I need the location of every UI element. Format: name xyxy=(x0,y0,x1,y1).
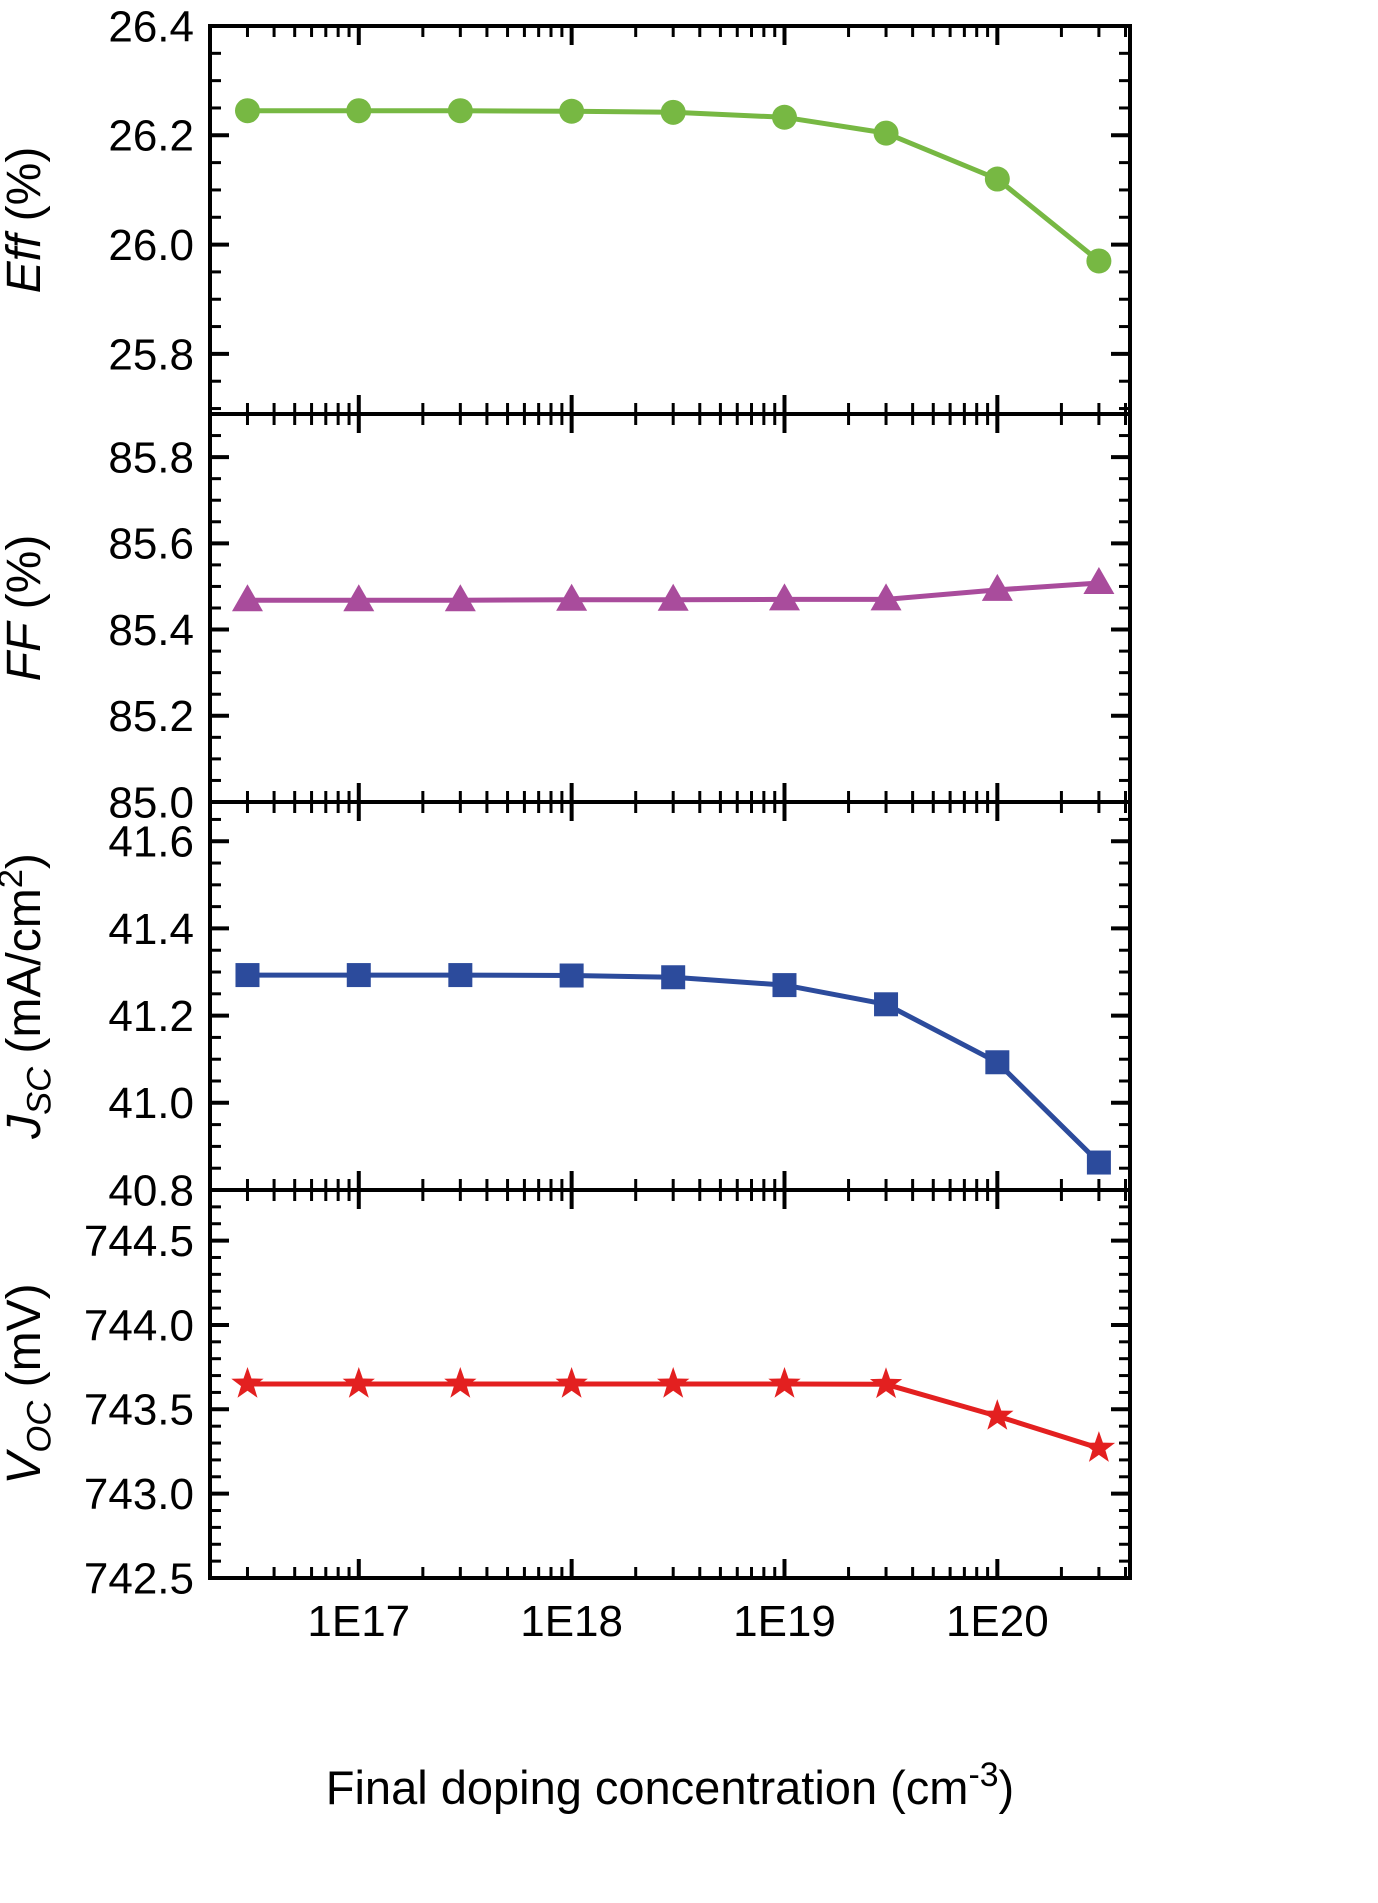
open-circuit-voltage-ytick-label: 742.5 xyxy=(84,1554,194,1603)
fill-factor-ytick-label: 85.6 xyxy=(108,520,194,569)
open-circuit-voltage-marker xyxy=(444,1367,477,1398)
short-circuit-current-marker xyxy=(1086,1150,1111,1175)
fill-factor-y-major-ticks xyxy=(210,455,1130,804)
short-circuit-current-frame xyxy=(208,800,1132,1192)
fill-factor-marker xyxy=(1083,566,1115,594)
open-circuit-voltage-y-minor-ticks xyxy=(210,1205,1130,1563)
efficiency-marker xyxy=(346,98,372,124)
short-circuit-current-ytick-label: 41.6 xyxy=(108,818,194,867)
fill-factor-marker xyxy=(556,583,588,611)
short-circuit-current-y-axis-title: JSC (mA/cm2) xyxy=(0,853,59,1140)
open-circuit-voltage-y-major-ticks xyxy=(210,1238,1130,1580)
efficiency-marker xyxy=(234,98,260,124)
fill-factor-marker xyxy=(343,584,375,612)
open-circuit-voltage-ytick-label: 744.0 xyxy=(84,1301,194,1350)
short-circuit-current-marker xyxy=(235,963,260,988)
efficiency-frame xyxy=(208,24,1132,416)
short-circuit-current-marker xyxy=(559,963,584,988)
open-circuit-voltage-x-minor-ticks xyxy=(245,1190,1127,1578)
efficiency-y-axis-title: Eff (%) xyxy=(0,147,51,294)
fill-factor-marker xyxy=(231,584,263,612)
fill-factor-ytick-label: 85.0 xyxy=(108,778,194,827)
open-circuit-voltage-series-line xyxy=(245,1381,1102,1451)
fill-factor-ytick-label: 85.4 xyxy=(108,606,194,655)
short-circuit-current-marker xyxy=(346,963,371,988)
efficiency-x-major-ticks xyxy=(356,26,1000,414)
fill-factor-panel: 85.0 85.2 85.4 85.6 85.8 FF (%) xyxy=(0,412,1132,827)
open-circuit-voltage-marker xyxy=(869,1367,903,1399)
open-circuit-voltage-ytick-label: 743.5 xyxy=(84,1386,194,1435)
short-circuit-current-marker xyxy=(874,992,899,1017)
efficiency-y-major-ticks xyxy=(210,24,1130,356)
open-circuit-voltage-markers xyxy=(231,1367,1116,1462)
efficiency-panel: 25.8 26.0 26.2 26.4 Eff (%) xyxy=(0,2,1132,416)
open-circuit-voltage-marker xyxy=(981,1399,1014,1430)
efficiency-marker xyxy=(559,98,585,124)
open-circuit-voltage-marker xyxy=(657,1367,690,1398)
open-circuit-voltage-marker xyxy=(555,1367,588,1398)
fill-factor-ytick-label: 85.2 xyxy=(108,692,194,741)
efficiency-marker xyxy=(873,120,899,146)
efficiency-ytick-label: 25.8 xyxy=(108,330,194,379)
open-circuit-voltage-panel: 742.5 743.0 743.5 744.0 744.5 VOC (mV) xyxy=(0,1188,1132,1603)
short-circuit-current-x-major-ticks xyxy=(356,802,1000,1190)
open-circuit-voltage-marker xyxy=(342,1367,375,1398)
fill-factor-marker xyxy=(444,584,476,612)
open-circuit-voltage-marker xyxy=(768,1367,801,1398)
short-circuit-current-x-minor-ticks xyxy=(245,802,1127,1190)
open-circuit-voltage-x-major-ticks xyxy=(356,1190,1000,1578)
fill-factor-x-major-ticks xyxy=(356,414,1000,802)
fill-factor-marker xyxy=(657,583,689,611)
open-circuit-voltage-ytick-label: 743.0 xyxy=(84,1470,194,1519)
short-circuit-current-marker xyxy=(661,965,686,990)
efficiency-series-line xyxy=(245,108,1102,264)
fill-factor-marker xyxy=(768,583,800,611)
short-circuit-current-y-major-ticks xyxy=(210,839,1130,1192)
short-circuit-current-marker xyxy=(448,963,473,988)
open-circuit-voltage-ytick-label: 744.5 xyxy=(84,1217,194,1266)
fill-factor-y-axis-title: FF (%) xyxy=(0,535,51,682)
open-circuit-voltage-marker xyxy=(231,1367,264,1398)
short-circuit-current-marker xyxy=(985,1050,1010,1075)
short-circuit-current-marker xyxy=(772,973,797,998)
efficiency-ytick-label: 26.0 xyxy=(108,221,194,270)
efficiency-ytick-label: 26.2 xyxy=(108,112,194,161)
short-circuit-current-ytick-label: 40.8 xyxy=(108,1166,194,1215)
open-circuit-voltage-y-axis-title: VOC (mV) xyxy=(0,1283,59,1484)
efficiency-marker xyxy=(447,98,473,124)
efficiency-markers xyxy=(234,98,1112,274)
fill-factor-marker xyxy=(870,583,902,611)
xtick-label: 1E20 xyxy=(946,1597,1049,1646)
efficiency-marker xyxy=(1086,248,1112,274)
efficiency-marker xyxy=(771,104,797,130)
xtick-label: 1E19 xyxy=(733,1597,836,1646)
efficiency-ytick-label: 26.4 xyxy=(108,2,194,51)
fill-factor-y-minor-ticks xyxy=(210,434,1130,782)
fill-factor-marker xyxy=(981,573,1013,601)
fill-factor-ytick-label: 85.8 xyxy=(108,434,194,483)
xtick-label: 1E18 xyxy=(520,1597,623,1646)
open-circuit-voltage-marker xyxy=(1082,1431,1116,1462)
short-circuit-current-panel: 40.8 41.0 41.2 41.4 41.6 JSC (mA/cm2) xyxy=(0,800,1132,1215)
short-circuit-current-series-line xyxy=(245,972,1102,1165)
open-circuit-voltage-frame xyxy=(208,1188,1132,1580)
efficiency-y-minor-ticks xyxy=(210,51,1130,411)
short-circuit-current-markers xyxy=(235,963,1111,1175)
efficiency-marker xyxy=(660,99,686,125)
short-circuit-current-ytick-label: 41.0 xyxy=(108,1079,194,1128)
xtick-label: 1E17 xyxy=(307,1597,410,1646)
efficiency-marker xyxy=(984,166,1010,192)
x-axis-title: Final doping concentration (cm-3) xyxy=(326,1756,1014,1814)
short-circuit-current-y-minor-ticks xyxy=(210,817,1130,1170)
short-circuit-current-ytick-label: 41.4 xyxy=(108,905,194,954)
efficiency-x-minor-ticks xyxy=(245,26,1127,414)
x-tick-labels: 1E17 1E18 1E19 1E20 xyxy=(307,1597,1048,1646)
fill-factor-markers xyxy=(231,566,1115,612)
short-circuit-current-ytick-label: 41.2 xyxy=(108,992,194,1041)
